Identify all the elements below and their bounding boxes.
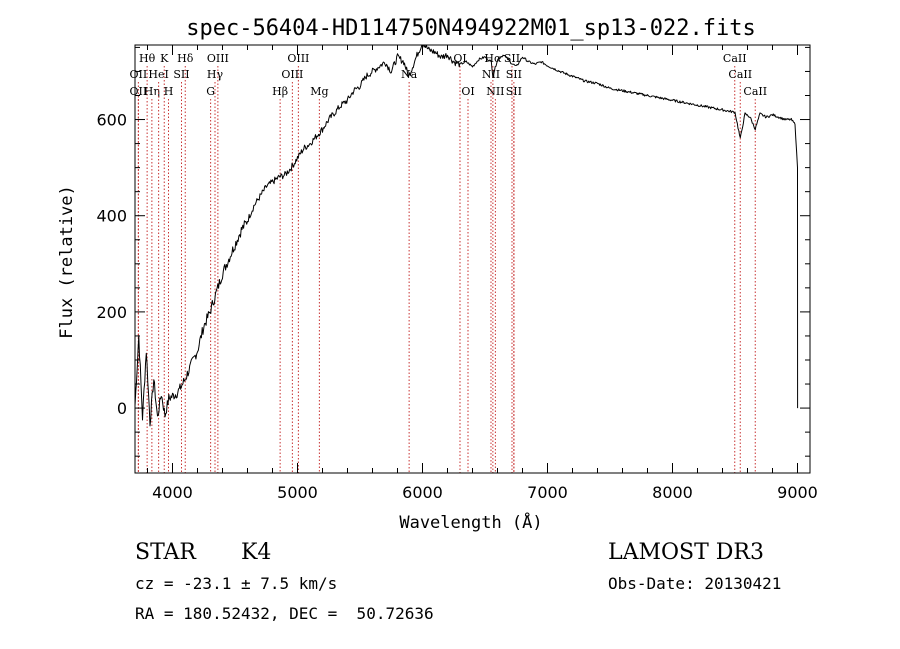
y-tick-label: 600 <box>96 111 127 130</box>
spectral-line-label-5: K <box>160 52 169 65</box>
redshift-velocity: cz = -23.1 ± 7.5 km/s <box>135 574 338 593</box>
spectral-line-label-1: OII <box>130 68 148 81</box>
plot-axes: 4000 5000 6000 7000 8000 9000 0 200 400 600 <box>96 44 818 502</box>
object-subclass: K4 <box>241 540 272 565</box>
spectral-line-label-20: NII <box>486 85 504 98</box>
spectral-line-label-10: Hγ <box>207 68 224 81</box>
spectrum-line-flux <box>135 45 799 427</box>
spectral-line-label-25: CaII <box>723 52 747 65</box>
spectral-line-label-22: SII <box>504 52 520 65</box>
x-tick-label: 9000 <box>777 483 818 502</box>
x-tick-label: 7000 <box>527 483 568 502</box>
spectral-line-label-14: OIII <box>281 68 303 81</box>
observation-date: Obs-Date: 20130421 <box>608 574 782 593</box>
y-tick-label: 400 <box>96 207 127 226</box>
spectral-line-label-11: G <box>206 85 215 98</box>
spectral-line-label-12: Hβ <box>272 85 288 98</box>
spectral-line-label-27: CaII <box>743 85 767 98</box>
spectral-line-label-24: SII <box>506 85 522 98</box>
y-axis-label: Flux (relative) <box>57 185 77 339</box>
chart-title: spec-56404-HD114750N494922M01_sp13-022.f… <box>186 16 756 41</box>
spectrum-series <box>135 45 799 427</box>
x-axis-label: Wavelength (Å) <box>399 511 542 533</box>
spectral-line-label-3: Hη <box>144 85 160 98</box>
spectral-line-label-23: SII <box>506 68 522 81</box>
spectral-line-label-0: Hθ <box>139 52 156 65</box>
plot-frame <box>134 44 811 474</box>
spectral-line-label-19: NII <box>482 68 500 81</box>
x-tick-label: 6000 <box>402 483 443 502</box>
x-tick-label: 8000 <box>652 483 693 502</box>
spectral-line-label-26: CaII <box>728 68 752 81</box>
spectral-line-label-9: OIII <box>207 52 229 65</box>
spectral-line-label-4: HeI <box>148 68 168 81</box>
spectral-line-label-7: SII <box>173 68 189 81</box>
y-tick-label: 0 <box>117 399 127 418</box>
y-tick-label: 200 <box>96 303 127 322</box>
spectral-line-label-18: OI <box>461 85 474 98</box>
survey-name: LAMOST DR3 <box>608 540 764 565</box>
spectral-line-label-15: Mg <box>310 85 328 98</box>
x-tick-label: 5000 <box>277 483 318 502</box>
spectral-line-label-8: Hδ <box>177 52 194 65</box>
sky-coordinates: RA = 180.52432, DEC = 50.72636 <box>135 604 434 623</box>
x-tick-label: 4000 <box>152 483 193 502</box>
spectral-line-label-6: H <box>164 85 174 98</box>
spectral-line-label-13: OIII <box>287 52 309 65</box>
object-class: STAR <box>135 540 196 565</box>
spectral-line-label-2: OII <box>130 85 148 98</box>
